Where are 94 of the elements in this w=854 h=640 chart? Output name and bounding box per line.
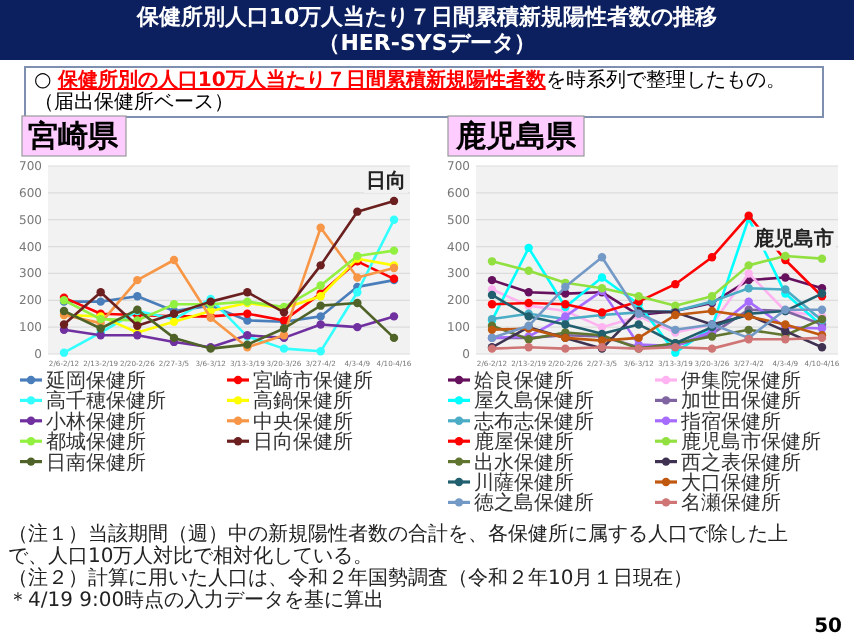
point <box>561 320 570 329</box>
point <box>487 290 497 300</box>
legend-label: 徳之島保健所 <box>474 491 594 516</box>
point <box>817 305 827 314</box>
point <box>389 196 399 206</box>
point <box>744 297 753 306</box>
point <box>524 266 533 275</box>
text: ＊4/19 9:00時点の入力データを基に算出 <box>8 590 387 612</box>
point <box>487 257 497 266</box>
point <box>744 261 753 270</box>
point <box>597 273 607 282</box>
point <box>353 273 362 282</box>
point <box>316 320 325 329</box>
point <box>389 246 399 255</box>
point <box>353 288 362 297</box>
point <box>316 281 325 290</box>
point <box>353 207 362 216</box>
point <box>744 269 753 278</box>
legend-label: 鹿屋保健所 <box>474 430 574 455</box>
legend-label: 志布志保健所 <box>474 409 594 434</box>
point <box>133 292 142 301</box>
legend-label: 指宿保健所 <box>679 409 781 434</box>
legend-label: 日南保健所 <box>46 450 146 475</box>
point <box>634 292 643 301</box>
point <box>389 312 399 321</box>
point <box>707 292 717 301</box>
text: （HER-SYSデータ） <box>316 30 538 56</box>
annotation: 鹿児島市 <box>752 226 834 251</box>
annotation: 日向 <box>366 168 406 193</box>
legend-label: 都城保健所 <box>46 430 146 455</box>
legend-label: 日向保健所 <box>253 430 353 455</box>
point <box>316 223 325 232</box>
point <box>59 320 69 329</box>
legend-label: 大口保健所 <box>681 471 781 495</box>
point <box>279 344 289 353</box>
legend-label: 小林保健所 <box>46 409 146 434</box>
chart-title: 宮崎県 <box>28 118 120 154</box>
point <box>487 325 497 335</box>
legend-label: 中央保健所 <box>253 409 353 434</box>
point <box>353 298 362 308</box>
point <box>707 344 717 353</box>
point <box>707 253 717 262</box>
text: （注２）計算に用いた人口は、令和２年国勢調査（令和２年10月１日現在） <box>8 568 696 590</box>
legend-label: 高千穂保健所 <box>46 389 166 414</box>
legend-label: 加世田保健所 <box>681 389 801 414</box>
point <box>634 320 643 329</box>
point <box>524 343 533 352</box>
point <box>59 348 69 357</box>
point <box>96 297 105 306</box>
text: 50 <box>814 616 842 638</box>
legend-label: 伊集院保健所 <box>681 369 801 393</box>
legend-label: 出水保健所 <box>474 450 574 475</box>
point <box>169 255 179 265</box>
legend-label: 西之表保健所 <box>681 450 801 475</box>
point <box>133 275 142 285</box>
point <box>781 273 790 282</box>
point <box>671 279 680 289</box>
point <box>316 301 325 310</box>
point <box>133 321 142 330</box>
point <box>353 322 362 332</box>
point <box>243 309 252 318</box>
chart-title: 鹿児島県 <box>454 118 578 154</box>
point <box>487 275 497 285</box>
legend-label: 名瀬保健所 <box>681 491 781 516</box>
point <box>707 306 717 316</box>
text: （注１）当該期間（週）中の新規陽性者数の合計を、各保健所に属する人口で除した上で、人口10万人対比で相対化している。 <box>8 524 790 568</box>
point <box>817 254 827 263</box>
legend-label: 宮崎市保健所 <box>253 369 373 393</box>
legend-label: 姶良保健所 <box>474 369 574 393</box>
point <box>243 288 252 297</box>
point <box>389 215 399 224</box>
text: 保健所別人口10万人当たり７日間累積新規陽性者数の推移 <box>134 4 720 30</box>
point <box>744 325 753 335</box>
point <box>524 288 533 297</box>
legend-label: 延岡保健所 <box>44 369 146 393</box>
point <box>597 253 607 262</box>
point <box>169 300 179 309</box>
point <box>817 343 827 352</box>
legend-label: 川薩保健所 <box>474 471 574 495</box>
legend-label: 高鍋保健所 <box>253 389 353 414</box>
legend-label: 屋久島保健所 <box>474 389 594 414</box>
point <box>634 333 643 343</box>
point <box>279 324 289 333</box>
point <box>316 261 325 270</box>
text: ○ 保健所別の人口10万人当たり７日間累積新規陽性者数を時系列で整理したもの。（届出保健所ベース） <box>34 70 786 114</box>
point <box>487 300 497 309</box>
point <box>96 288 105 297</box>
point <box>744 284 753 293</box>
point <box>524 243 533 253</box>
legend-label: 鹿児島市保健所 <box>681 430 821 455</box>
point <box>389 333 399 343</box>
point <box>561 344 570 353</box>
point <box>316 312 325 321</box>
point <box>316 347 325 356</box>
